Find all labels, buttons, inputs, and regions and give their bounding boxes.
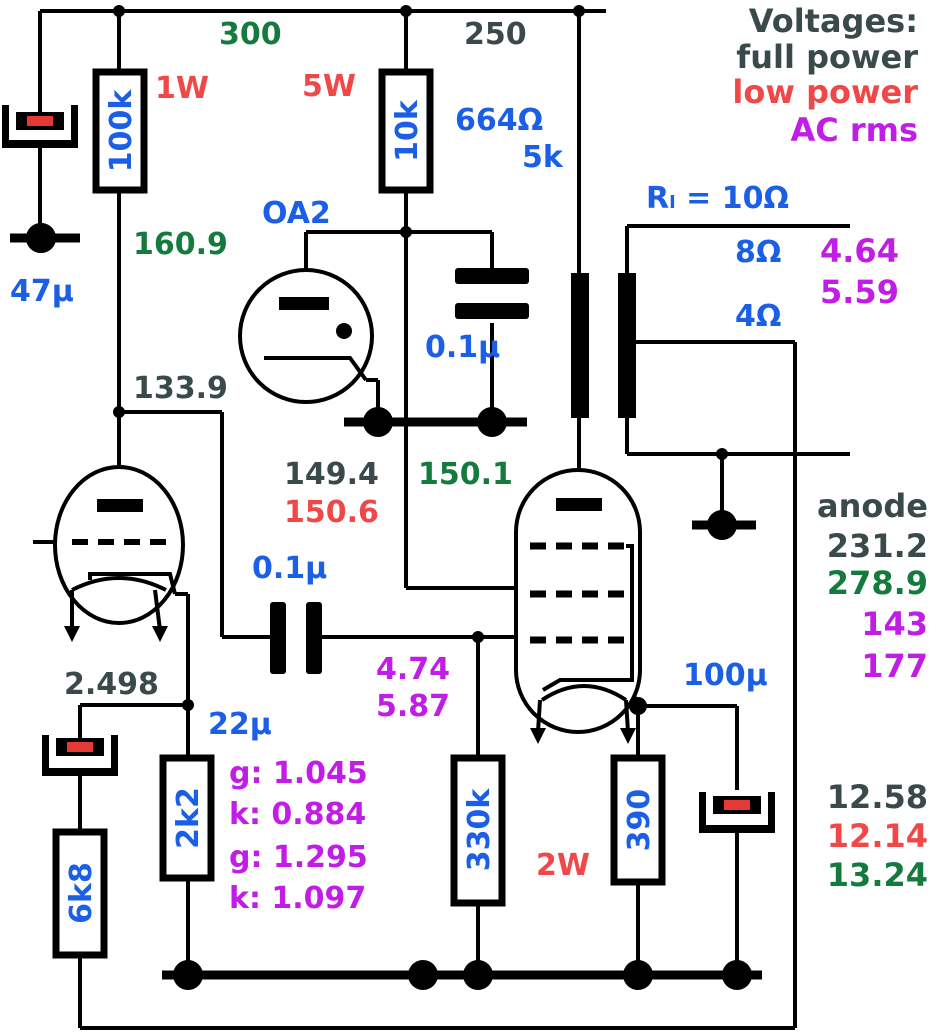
voltage-150-6: 150.6 [284,495,379,530]
power-5w: 5W [302,69,356,104]
ac-cathode-1: k: 0.884 [229,797,366,832]
capacitor-47u [2,105,78,148]
ac-input-low: 5.87 [376,689,450,724]
output-transformer [571,273,636,418]
legend-ac-rms: AC rms [790,111,918,149]
resistor-10k-label: 10k [390,99,425,162]
capacitor-100u [699,792,775,833]
resistor-100k: 100k [92,68,148,194]
label-47u: 47µ [10,274,74,309]
vacuum-tube-icon [53,465,185,642]
resistor-10k: 10k [378,68,434,194]
voltage-150-1: 150.1 [418,457,513,492]
rail-300: 300 [219,17,282,52]
label-load: Rₗ = 10Ω [646,181,789,216]
anode-label: anode [817,487,928,525]
resistor-390: 390 [610,754,666,886]
label-primary-5k: 5k [522,140,564,175]
voltage-160: 160.9 [133,227,228,262]
label-primary-ohms: 664Ω [455,103,543,138]
legend-title: Voltages: [749,2,918,40]
label-22u: 22µ [208,707,272,742]
ground-symbol-icon [26,223,752,990]
ac-output-8-full: 4.64 [820,232,899,270]
capacitor-01u-coupling [270,602,322,674]
voltage-2498: 2.498 [64,667,159,702]
power-2w: 2W [536,848,590,883]
resistor-330k-label: 330k [462,788,497,872]
resistor-2k2: 2k2 [159,754,215,882]
regulator-tube-icon [238,268,374,404]
label-tap-8: 8Ω [735,235,781,270]
legend-low-power: low power [732,73,918,111]
cathode-full: 12.58 [827,778,928,816]
anode-full: 231.2 [827,527,928,565]
legend-full-power: full power [736,38,918,76]
resistor-6k8-label: 6k8 [64,862,99,924]
ac-grid-1: g: 1.045 [229,756,368,791]
anode-low: 278.9 [827,564,928,602]
cathode-low: 12.14 [827,817,928,855]
rail-250: 250 [464,17,527,52]
pentode-tube-icon [514,468,642,744]
ac-grid-2: g: 1.295 [229,840,368,875]
anode-ac-1: 143 [861,605,928,643]
label-100u: 100µ [683,658,768,693]
label-01u-coupling: 0.1µ [252,551,327,586]
resistor-100k-label: 100k [104,89,139,173]
voltage-133: 133.9 [133,371,228,406]
resistor-390-label: 390 [622,789,657,852]
voltage-149: 149.4 [284,457,379,492]
cathode-alt: 13.24 [827,856,928,894]
ac-output-8-low: 5.59 [820,273,899,311]
label-tap-4: 4Ω [735,299,781,334]
ac-input-full: 4.74 [376,652,450,687]
label-oa2: OA2 [262,196,331,231]
resistor-2k2-label: 2k2 [171,787,206,849]
ac-cathode-2: k: 1.097 [229,881,366,916]
anode-ac-2: 177 [861,647,928,685]
capacitor-01u-top [455,268,529,319]
capacitor-22u [42,735,118,776]
power-1w: 1W [155,71,209,106]
resistor-6k8: 6k8 [52,828,108,959]
label-01u-top: 0.1µ [425,330,500,365]
resistor-330k: 330k [450,754,506,907]
